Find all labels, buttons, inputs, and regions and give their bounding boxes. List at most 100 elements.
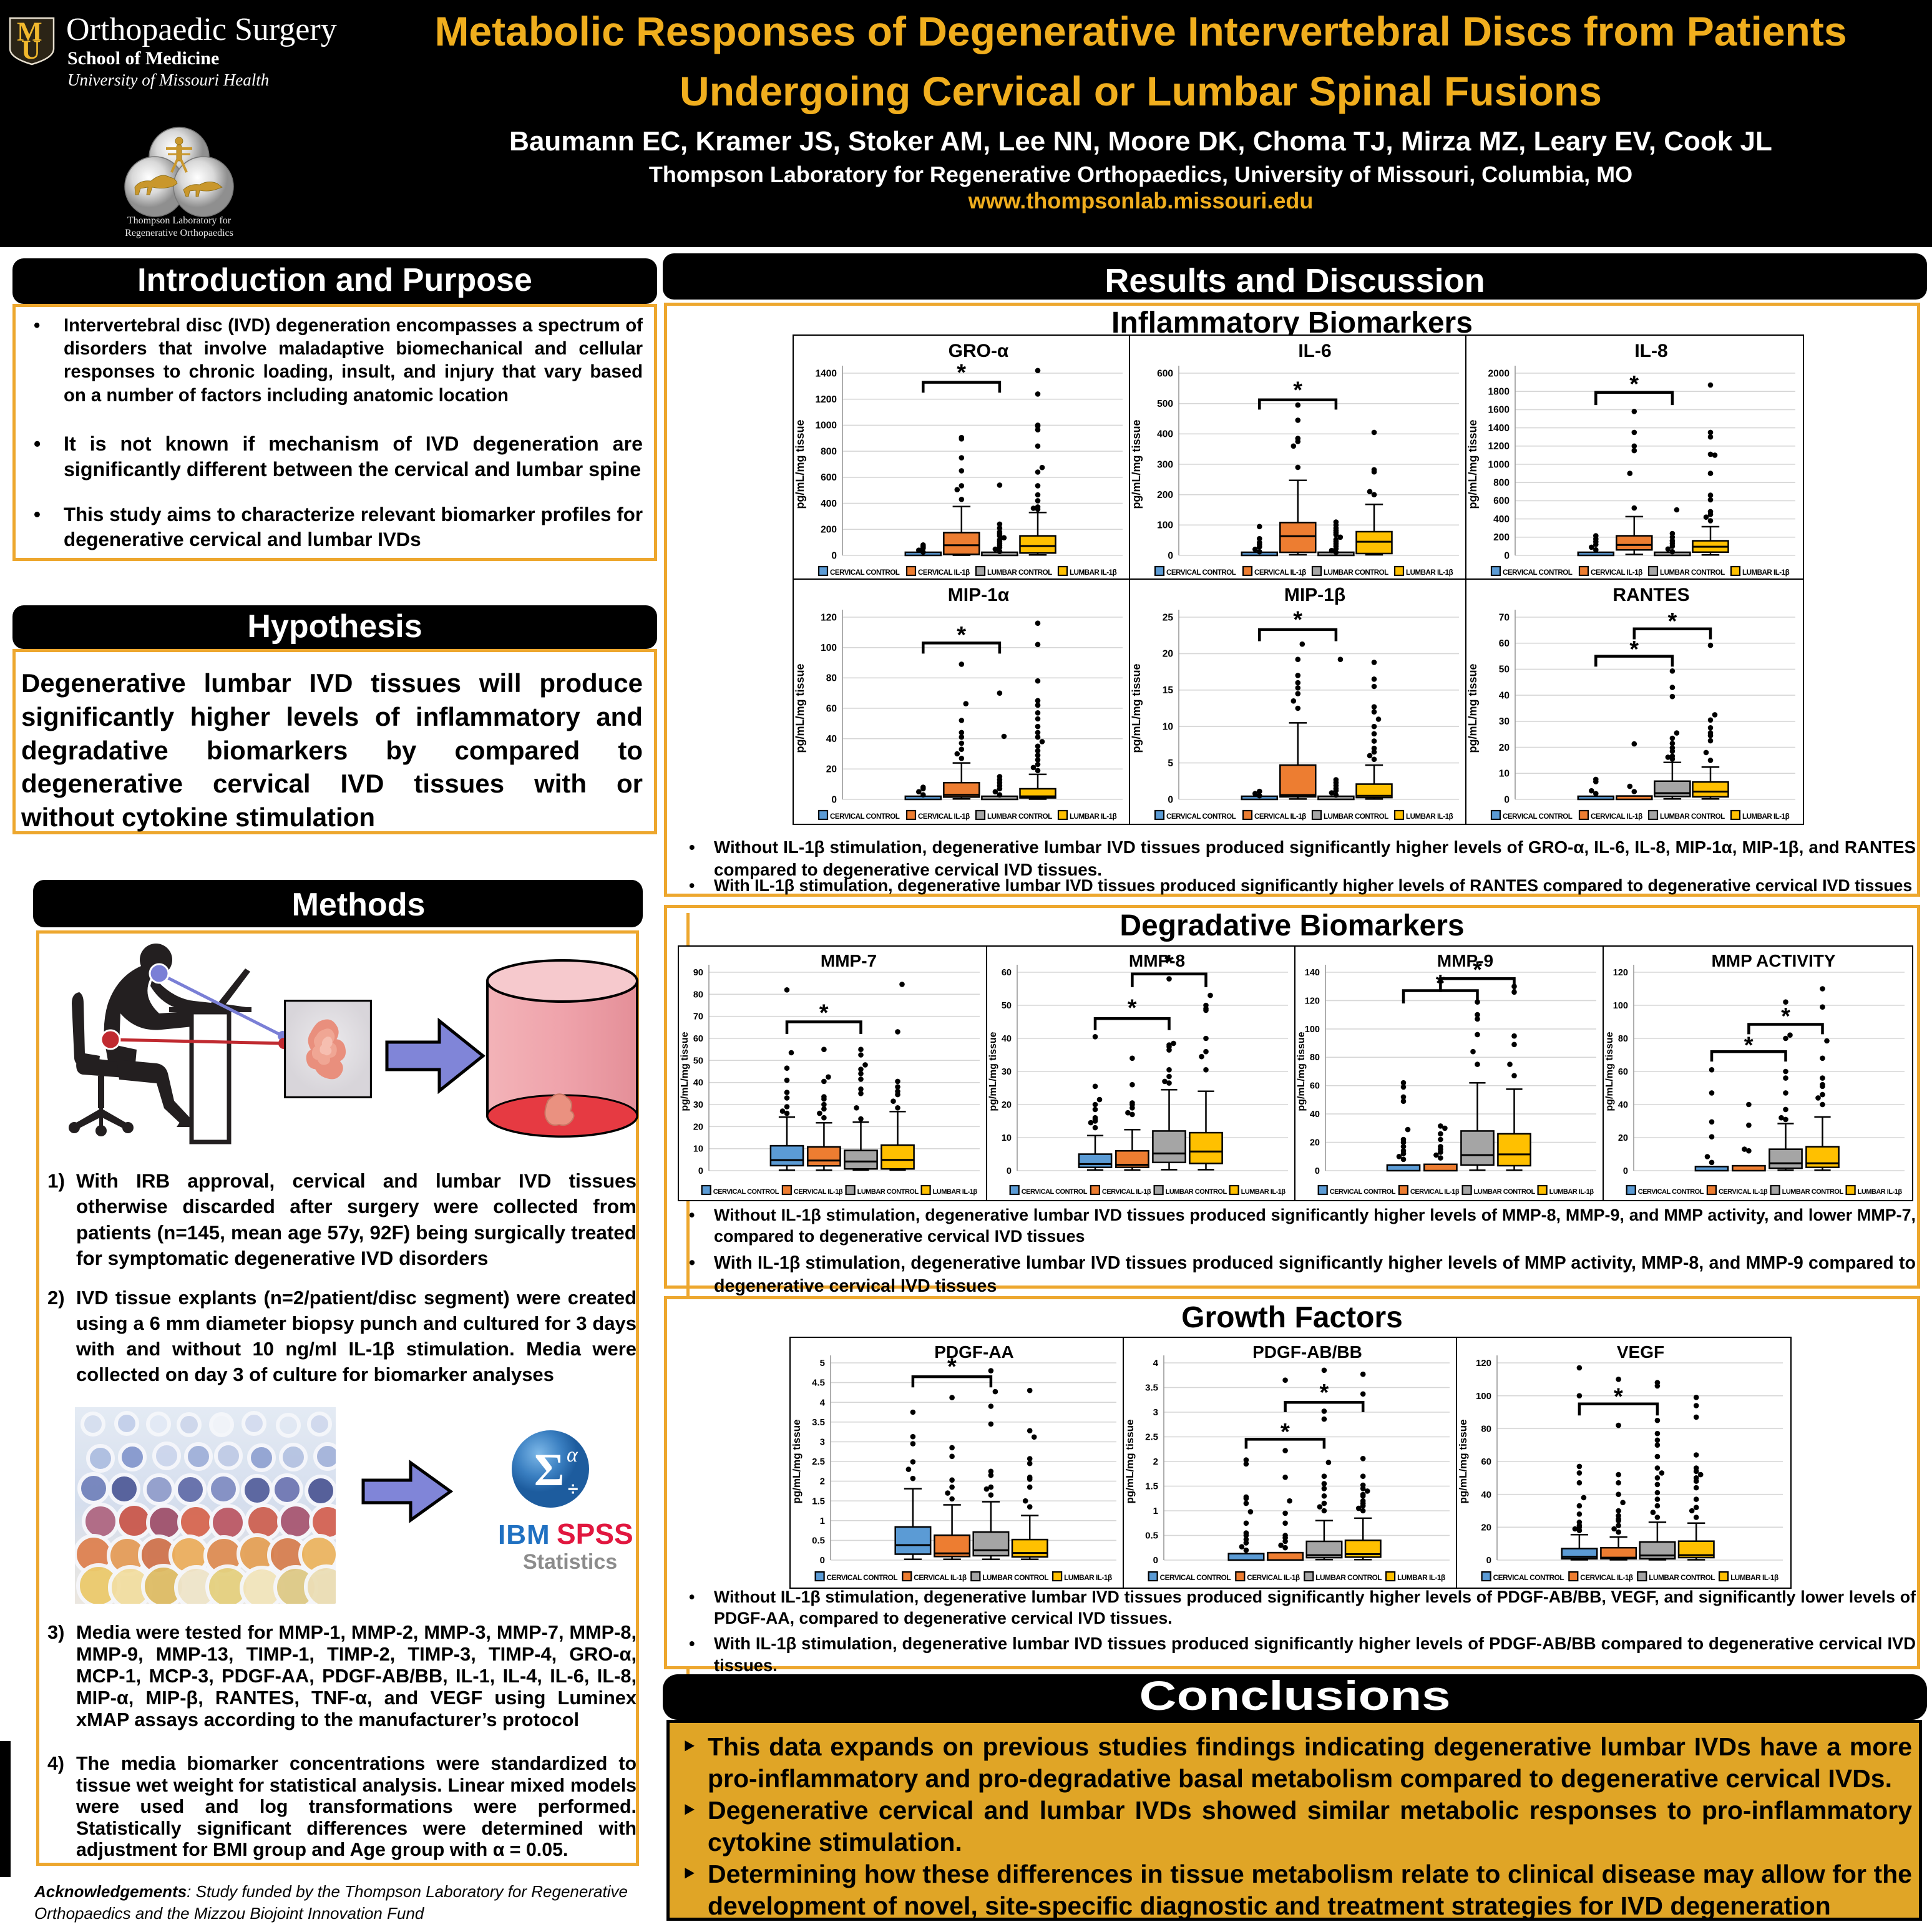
svg-text:RANTES: RANTES xyxy=(1612,585,1689,605)
svg-text:1.5: 1.5 xyxy=(1145,1481,1158,1492)
svg-text:30: 30 xyxy=(1002,1067,1012,1077)
svg-text:pg/mL/mg tissue: pg/mL/mg tissue xyxy=(1466,663,1479,753)
svg-text:15: 15 xyxy=(1163,685,1174,696)
svg-text:0: 0 xyxy=(1486,1555,1491,1566)
svg-text:*: * xyxy=(1128,995,1137,1022)
svg-text:IL-8: IL-8 xyxy=(1634,341,1667,361)
svg-text:LUMBAR IL-1β: LUMBAR IL-1β xyxy=(1406,812,1453,821)
svg-text:*: * xyxy=(1668,608,1677,635)
svg-text:60: 60 xyxy=(1499,638,1510,649)
svg-text:1: 1 xyxy=(820,1516,825,1526)
svg-text:0: 0 xyxy=(1007,1166,1012,1176)
svg-text:pg/mL/mg tissue: pg/mL/mg tissue xyxy=(1604,1032,1615,1111)
svg-text:LUMBAR CONTROL: LUMBAR CONTROL xyxy=(1660,568,1725,577)
svg-text:20: 20 xyxy=(1499,743,1510,753)
svg-text:CERVICAL IL-1β: CERVICAL IL-1β xyxy=(1410,1188,1460,1196)
svg-text:MMP-8: MMP-8 xyxy=(1129,951,1185,970)
svg-text:2000: 2000 xyxy=(1488,368,1510,379)
svg-text:LUMBAR IL-1β: LUMBAR IL-1β xyxy=(1406,568,1453,577)
svg-text:600: 600 xyxy=(1157,368,1173,379)
svg-text:LUMBAR CONTROL: LUMBAR CONTROL xyxy=(1474,1188,1536,1196)
svg-text:pg/mL/mg tissue: pg/mL/mg tissue xyxy=(1130,419,1143,509)
svg-text:2.5: 2.5 xyxy=(812,1456,825,1467)
svg-text:*: * xyxy=(1293,607,1302,633)
svg-text:*: * xyxy=(1473,957,1482,983)
svg-text:4: 4 xyxy=(1153,1358,1159,1368)
svg-text:30: 30 xyxy=(693,1100,703,1110)
svg-text:10: 10 xyxy=(1002,1133,1012,1143)
svg-text:LUMBAR CONTROL: LUMBAR CONTROL xyxy=(857,1188,919,1196)
svg-text:0.5: 0.5 xyxy=(1145,1531,1158,1541)
svg-text:1800: 1800 xyxy=(1488,387,1510,398)
svg-text:*: * xyxy=(1293,377,1302,403)
svg-text:pg/mL/mg tissue: pg/mL/mg tissue xyxy=(1296,1032,1307,1111)
svg-text:SPSS: SPSS xyxy=(557,1518,633,1550)
svg-text:80: 80 xyxy=(826,673,837,684)
svg-text:CERVICAL CONTROL: CERVICAL CONTROL xyxy=(830,812,900,821)
svg-text:10: 10 xyxy=(1499,769,1510,779)
svg-text:VEGF: VEGF xyxy=(1617,1342,1664,1362)
svg-text:80: 80 xyxy=(1310,1053,1320,1063)
svg-text:CERVICAL CONTROL: CERVICAL CONTROL xyxy=(830,568,900,577)
svg-text:U: U xyxy=(21,36,41,65)
svg-text:pg/mL/mg tissue: pg/mL/mg tissue xyxy=(1466,419,1479,509)
svg-text:LUMBAR CONTROL: LUMBAR CONTROL xyxy=(1315,1573,1382,1582)
svg-text:CERVICAL IL-1β: CERVICAL IL-1β xyxy=(794,1188,843,1196)
svg-text:1200: 1200 xyxy=(816,394,837,405)
svg-text:100: 100 xyxy=(1305,1025,1320,1035)
svg-text:CERVICAL CONTROL: CERVICAL CONTROL xyxy=(1022,1188,1088,1196)
svg-text:20: 20 xyxy=(693,1122,703,1132)
svg-text:0: 0 xyxy=(831,550,837,561)
svg-text:200: 200 xyxy=(1157,490,1173,500)
svg-text:Σ: Σ xyxy=(534,1445,564,1496)
svg-text:800: 800 xyxy=(1493,478,1510,489)
svg-text:CERVICAL IL-1β: CERVICAL IL-1β xyxy=(918,812,970,821)
svg-text:*: * xyxy=(1781,1003,1790,1030)
svg-text:*: * xyxy=(957,360,966,386)
svg-text:*: * xyxy=(1629,371,1639,398)
svg-text:40: 40 xyxy=(693,1078,703,1088)
svg-text:1400: 1400 xyxy=(1488,423,1510,434)
svg-text:800: 800 xyxy=(821,446,837,457)
svg-text:600: 600 xyxy=(821,472,837,483)
svg-text:200: 200 xyxy=(821,525,837,535)
svg-text:LUMBAR CONTROL: LUMBAR CONTROL xyxy=(982,1573,1048,1582)
svg-text:0: 0 xyxy=(698,1166,703,1176)
svg-text:LUMBAR IL-1β: LUMBAR IL-1β xyxy=(1742,568,1790,577)
svg-text:20: 20 xyxy=(1002,1100,1012,1110)
svg-text:0: 0 xyxy=(1623,1166,1628,1176)
svg-text:60: 60 xyxy=(1618,1067,1628,1077)
svg-text:LUMBAR CONTROL: LUMBAR CONTROL xyxy=(987,812,1052,821)
svg-text:40: 40 xyxy=(1310,1110,1320,1120)
svg-text:1000: 1000 xyxy=(1488,459,1510,470)
svg-text:60: 60 xyxy=(1481,1456,1491,1467)
svg-text:100: 100 xyxy=(1613,1001,1628,1011)
svg-text:CERVICAL IL-1β: CERVICAL IL-1β xyxy=(1102,1188,1151,1196)
svg-text:3: 3 xyxy=(820,1437,825,1448)
svg-text:CERVICAL CONTROL: CERVICAL CONTROL xyxy=(1503,568,1573,577)
svg-text:IBM: IBM xyxy=(498,1520,550,1550)
svg-text:CERVICAL IL-1β: CERVICAL IL-1β xyxy=(1254,812,1306,821)
svg-text:40: 40 xyxy=(826,734,837,744)
svg-text:60: 60 xyxy=(826,703,837,714)
svg-text:CERVICAL CONTROL: CERVICAL CONTROL xyxy=(1493,1573,1564,1582)
svg-text:LUMBAR IL-1β: LUMBAR IL-1β xyxy=(1730,1573,1778,1582)
svg-text:÷: ÷ xyxy=(568,1479,578,1500)
svg-text:MMP ACTIVITY: MMP ACTIVITY xyxy=(1711,951,1835,970)
svg-text:LUMBAR IL-1β: LUMBAR IL-1β xyxy=(1397,1573,1445,1582)
svg-text:CERVICAL CONTROL: CERVICAL CONTROL xyxy=(1160,1573,1231,1582)
svg-text:1000: 1000 xyxy=(816,421,837,431)
svg-text:CERVICAL IL-1β: CERVICAL IL-1β xyxy=(1247,1573,1300,1582)
svg-text:10: 10 xyxy=(1163,722,1173,733)
svg-text:70: 70 xyxy=(1499,612,1510,623)
svg-text:CERVICAL CONTROL: CERVICAL CONTROL xyxy=(1638,1188,1704,1196)
svg-text:80: 80 xyxy=(1481,1423,1491,1434)
svg-text:400: 400 xyxy=(821,499,837,509)
svg-text:0: 0 xyxy=(1504,794,1510,805)
svg-text:0: 0 xyxy=(1168,794,1173,805)
svg-text:MMP-9: MMP-9 xyxy=(1437,951,1493,970)
svg-text:40: 40 xyxy=(1481,1490,1491,1500)
svg-text:CERVICAL CONTROL: CERVICAL CONTROL xyxy=(1330,1188,1396,1196)
svg-text:1: 1 xyxy=(1153,1506,1158,1516)
svg-text:Statistics: Statistics xyxy=(523,1550,617,1574)
